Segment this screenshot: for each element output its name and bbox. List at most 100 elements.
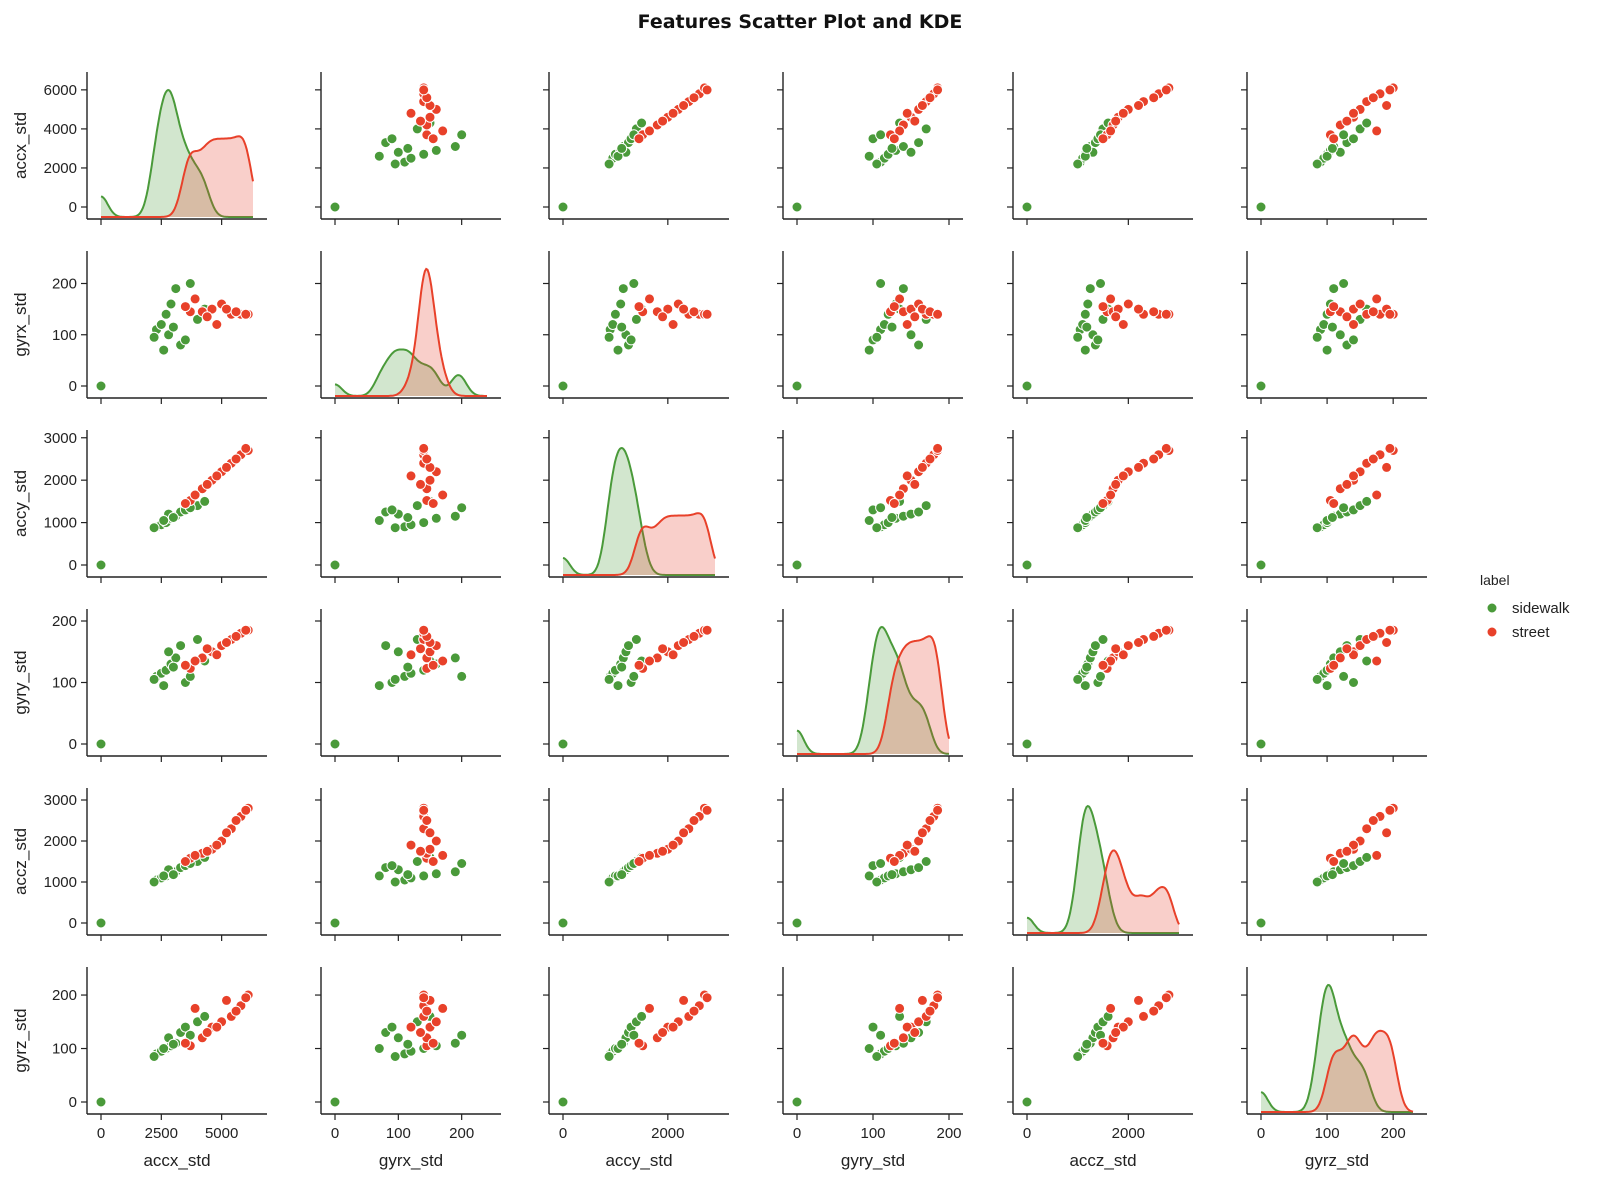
scatter-point-sidewalk (158, 515, 170, 526)
scatter-point-street (916, 100, 928, 111)
scatter-point-sidewalk (449, 652, 461, 664)
scatter-point-street (1384, 308, 1396, 320)
scatter-point-sidewalk (603, 673, 615, 685)
scatter-point-street (1381, 100, 1393, 111)
scatter-point-sidewalk (402, 142, 414, 154)
scatter-point-sidewalk (163, 329, 175, 341)
scatter-point-street (932, 804, 944, 816)
scatter-point-sidewalk (636, 117, 648, 129)
panel-gyrz_std-vs-gyrx_std: 0 100 200 (315, 967, 501, 1142)
scatter-point-sidewalk (863, 1043, 875, 1054)
panel-gyrx_std-vs-accx_std: 0 100 200 (52, 251, 267, 404)
scatter-point-street (189, 489, 201, 501)
scatter-point-street (688, 92, 700, 104)
scatter-point-street (179, 498, 191, 509)
scatter-point-street (1361, 823, 1373, 835)
y-tick-label: 100 (52, 327, 77, 344)
scatter-point-street (901, 470, 913, 482)
scatter-point-sidewalk (418, 870, 430, 882)
kde-fill-street (1261, 1030, 1413, 1112)
y-tick-label: 0 (69, 199, 77, 216)
scatter-point-sidewalk (1321, 344, 1333, 356)
scatter-point-street (240, 992, 252, 1004)
scatter-point-sidewalk (430, 512, 442, 524)
scatter-point-street (240, 804, 252, 816)
scatter-point-sidewalk (636, 1010, 648, 1022)
y-tick-label: 3000 (44, 430, 77, 447)
scatter-point-sidewalk (373, 870, 385, 882)
scatter-point-sidewalk (616, 321, 628, 333)
scatter-point-street (1354, 298, 1366, 310)
scatter-point-street (909, 478, 921, 490)
scatter-point-sidewalk (167, 661, 179, 673)
panel-gyrz_std-vs-accx_std: 0 2500 5000 0 100 200 (52, 967, 267, 1142)
scatter-point-sidewalk (1338, 502, 1350, 514)
scatter-point-street (1381, 461, 1393, 473)
scatter-point-sidewalk (329, 917, 341, 929)
scatter-point-street (415, 115, 426, 127)
scatter-point-street (667, 1021, 679, 1033)
scatter-point-sidewalk (863, 344, 875, 356)
scatter-point-street (888, 301, 900, 313)
panel-gyry_std-vs-gyrx_std (315, 609, 501, 762)
scatter-point-sidewalk (158, 870, 170, 882)
scatter-point-street (418, 804, 430, 816)
panel-gyrz_std-vs-accz_std: 0 2000 (1007, 967, 1193, 1142)
x-tick-label: 0 (559, 1125, 567, 1142)
scatter-point-street (1110, 311, 1122, 323)
scatter-point-street (1097, 659, 1109, 671)
y-tick-label: 100 (52, 1041, 77, 1058)
scatter-point-street (201, 1027, 213, 1038)
scatter-point-sidewalk (871, 876, 883, 888)
scatter-point-sidewalk (1311, 331, 1323, 343)
x-tick-label: 2000 (651, 1125, 684, 1142)
scatter-point-street (894, 1002, 906, 1014)
scatter-point-sidewalk (871, 158, 883, 170)
scatter-point-street (1122, 640, 1134, 652)
scatter-point-sidewalk (863, 870, 875, 882)
scatter-point-street (1138, 1010, 1149, 1022)
panel-accz_std-vs-accz_std (1007, 788, 1193, 941)
y-tick-label: 0 (69, 1094, 77, 1111)
scatter-point-street (888, 1037, 900, 1049)
scatter-point-street (1160, 624, 1172, 636)
scatter-point-street (427, 856, 439, 867)
scatter-point-sidewalk (1311, 158, 1323, 170)
scatter-point-street (418, 624, 430, 636)
scatter-point-street (189, 1002, 201, 1014)
scatter-point-street (1148, 1005, 1160, 1017)
kde-fill-street (563, 513, 715, 575)
scatter-point-street (1105, 125, 1117, 137)
scatter-point-sidewalk (449, 510, 461, 522)
scatter-point-street (201, 845, 213, 857)
x-tick-label: 100 (860, 1125, 885, 1142)
x-axis-label: gyry_std (841, 1151, 905, 1170)
scatter-point-street (1367, 815, 1379, 826)
scatter-point-sidewalk (386, 1021, 398, 1033)
scatter-point-sidewalk (623, 640, 634, 652)
scatter-point-sidewalk (1255, 380, 1267, 392)
scatter-point-sidewalk (557, 380, 569, 392)
scatter-point-street (924, 453, 936, 465)
scatter-point-sidewalk (628, 1029, 640, 1041)
scatter-point-sidewalk (456, 1029, 468, 1041)
scatter-point-street (888, 856, 900, 867)
scatter-point-sidewalk (430, 868, 442, 880)
scatter-point-street (418, 992, 430, 1004)
scatter-point-sidewalk (1311, 673, 1323, 685)
x-axis-label: accx_std (143, 1151, 210, 1170)
scatter-point-street (1341, 115, 1353, 127)
scatter-point-sidewalk (165, 298, 177, 310)
scatter-point-street (1328, 301, 1340, 313)
scatter-point-sidewalk (1072, 1051, 1084, 1062)
scatter-point-street (1105, 489, 1117, 501)
kde-fill-sidewalk (101, 90, 253, 217)
x-tick-label: 2000 (1112, 1125, 1145, 1142)
scatter-point-sidewalk (1348, 133, 1359, 145)
scatter-point-street (1348, 839, 1359, 851)
scatter-point-street (211, 649, 223, 661)
panel-gyry_std-vs-accz_std (1007, 609, 1193, 762)
scatter-point-sidewalk (163, 646, 175, 658)
scatter-point-street (901, 319, 913, 330)
